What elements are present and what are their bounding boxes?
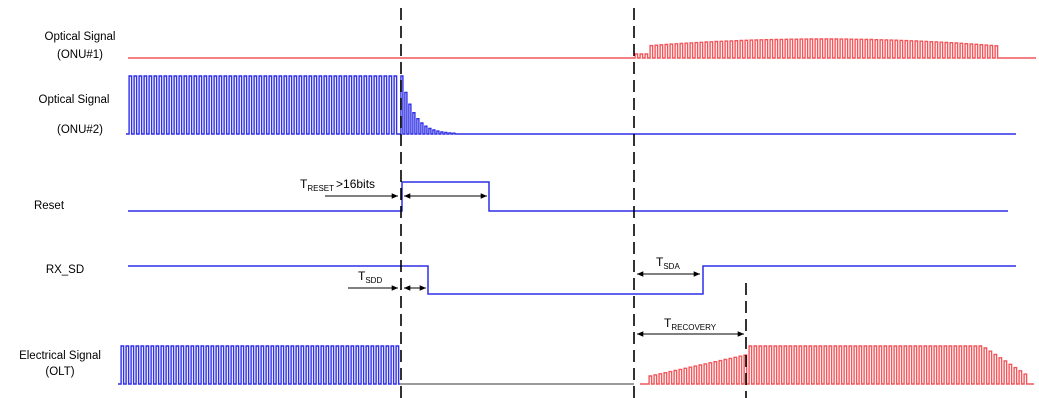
label-electrical: Electrical Signal (OLT) — [19, 350, 101, 378]
svg-text:TRESET>16bits: TRESET >16bits — [300, 177, 375, 193]
svg-text:TSDA: TSDA — [656, 255, 680, 271]
label-reset: Reset — [34, 200, 65, 212]
onu1-burst — [632, 38, 1002, 59]
svg-text:Optical Signal: Optical Signal — [45, 31, 116, 43]
svg-text:Optical Signal: Optical Signal — [39, 94, 110, 106]
onu2-burst — [126, 75, 400, 135]
reset-waveform — [128, 181, 1008, 212]
svg-text:Electrical Signal: Electrical Signal — [19, 350, 101, 362]
electrical-burst-onu1 — [640, 345, 1034, 385]
onu2-optical-waveform — [126, 75, 1016, 135]
label-rx-sd: RX_SD — [46, 264, 84, 276]
t-sdd-annotation: TSDD — [348, 269, 426, 291]
label-optical-onu1: Optical Signal (ONU#1) — [45, 31, 116, 61]
svg-text:TSDD: TSDD — [358, 269, 382, 285]
svg-text:(OLT): (OLT) — [45, 366, 74, 378]
label-optical-onu2: Optical Signal (ONU#2) — [39, 94, 110, 136]
t-reset-annotation: TRESET >16bits — [300, 177, 487, 199]
svg-text:TRECOVERY: TRECOVERY — [664, 316, 717, 332]
onu1-optical-waveform — [128, 38, 1036, 59]
electrical-burst-onu2 — [118, 345, 400, 385]
onu2-decay — [400, 75, 456, 135]
t-sda-annotation: TSDA — [637, 255, 700, 277]
svg-text:(ONU#1): (ONU#1) — [57, 49, 103, 61]
t-recovery-annotation: TRECOVERY — [637, 316, 744, 337]
rx-sd-waveform — [128, 265, 1016, 295]
electrical-waveform — [118, 345, 1034, 385]
svg-text:(ONU#2): (ONU#2) — [57, 124, 103, 136]
